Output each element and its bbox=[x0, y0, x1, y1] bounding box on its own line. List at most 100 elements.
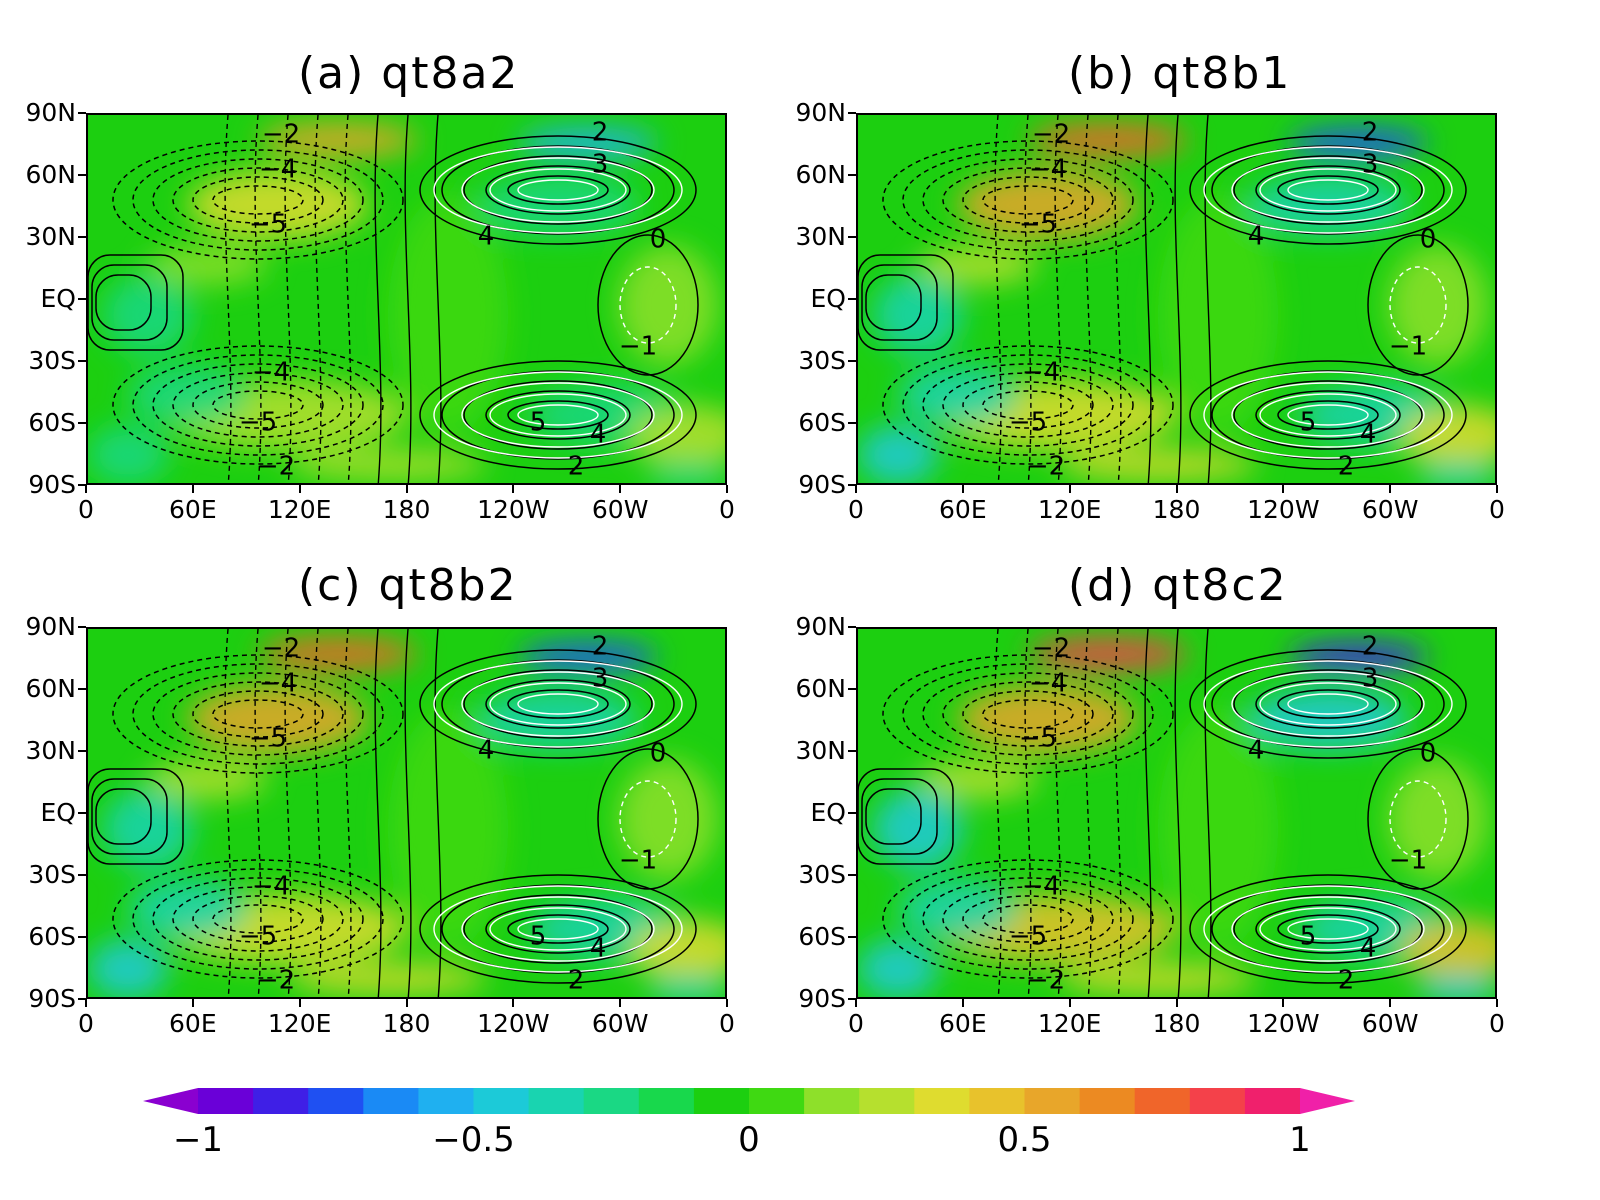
contour-negative bbox=[902, 868, 1154, 970]
contour-negative bbox=[132, 663, 384, 765]
lon-tick bbox=[405, 485, 408, 493]
lon-tick bbox=[1496, 485, 1498, 493]
shaded-field bbox=[88, 636, 725, 997]
lon-tick bbox=[1175, 999, 1178, 1007]
contour-negative bbox=[962, 690, 1094, 738]
contour-meridional bbox=[344, 629, 352, 997]
lat-tick bbox=[848, 360, 856, 362]
contour-positive bbox=[861, 778, 938, 855]
contour-label: −4 bbox=[1022, 358, 1060, 388]
contour-white bbox=[1203, 371, 1453, 459]
contour-negative bbox=[902, 149, 1154, 251]
contour-white bbox=[517, 179, 599, 201]
lon-tick-label: 60W bbox=[591, 1009, 649, 1038]
contour-positive bbox=[1189, 649, 1467, 759]
lat-tick bbox=[848, 750, 856, 752]
field-blob bbox=[1028, 636, 1188, 672]
lon-tick-label: 180 bbox=[382, 1009, 431, 1038]
lat-tick-label: 60N bbox=[795, 160, 846, 189]
lon-tick bbox=[1389, 485, 1392, 493]
lon-tick-label: 60E bbox=[169, 1009, 217, 1038]
contour-negative bbox=[112, 859, 404, 979]
contour-lines bbox=[88, 115, 699, 483]
contour-meridional bbox=[1174, 629, 1182, 997]
contour-meridional bbox=[374, 115, 382, 483]
contour-meridional bbox=[1054, 629, 1062, 997]
contour-meridional bbox=[434, 629, 442, 997]
map-panel-c: −2 2 3 −4 −5 4 0 −1 −4 −5 5 4 −2 2 bbox=[86, 627, 727, 999]
contour-label: 2 bbox=[1362, 632, 1379, 662]
lat-tick bbox=[78, 298, 86, 300]
contour-negative bbox=[192, 381, 324, 429]
lat-tick bbox=[78, 998, 86, 1000]
contour-label: 0 bbox=[1420, 739, 1437, 769]
contour-negative bbox=[902, 663, 1154, 765]
contour-positive bbox=[1211, 145, 1445, 235]
colorbar-swatch bbox=[1189, 1088, 1246, 1114]
contour-label: −4 bbox=[252, 358, 290, 388]
lat-tick-label: 30S bbox=[798, 346, 846, 375]
contour-meridional bbox=[1024, 115, 1032, 483]
lat-tick bbox=[78, 750, 86, 752]
contour-negative bbox=[942, 372, 1114, 438]
contour-positive bbox=[1277, 914, 1379, 944]
lat-tick-label: 90S bbox=[798, 470, 846, 499]
contour-negative bbox=[982, 904, 1074, 934]
contour-positive bbox=[507, 175, 609, 205]
contour-white bbox=[1203, 146, 1453, 234]
contour-positive bbox=[507, 400, 609, 430]
field-blob bbox=[188, 170, 368, 240]
lon-tick bbox=[619, 999, 622, 1007]
field-blob bbox=[288, 450, 488, 480]
contour-meridional bbox=[1114, 115, 1122, 483]
field-blob bbox=[1288, 641, 1428, 673]
contour-white bbox=[1259, 682, 1397, 726]
field-blob bbox=[388, 709, 508, 949]
contour-positive bbox=[88, 254, 184, 351]
contour-label: 3 bbox=[1362, 664, 1379, 694]
contour-white bbox=[1287, 404, 1369, 426]
field-blob bbox=[858, 425, 938, 483]
lat-tick-label: 90S bbox=[798, 984, 846, 1013]
contour-positive bbox=[1277, 400, 1379, 430]
contour-white bbox=[1287, 179, 1369, 201]
contour-negative bbox=[172, 681, 344, 747]
lon-tick-label: 120W bbox=[1247, 495, 1320, 524]
contour-negative bbox=[112, 345, 404, 465]
contour-label: −4 bbox=[252, 872, 290, 902]
contour-white bbox=[461, 671, 655, 737]
contour-label: −5 bbox=[249, 724, 287, 754]
lat-tick bbox=[78, 484, 86, 486]
colorbar-tick-label: 0 bbox=[738, 1120, 760, 1160]
contour-meridional bbox=[1144, 629, 1152, 997]
contour-meridional bbox=[254, 115, 262, 483]
lon-tick bbox=[855, 485, 857, 493]
lat-tick bbox=[78, 812, 86, 814]
contour-positive bbox=[95, 788, 152, 845]
lat-tick bbox=[848, 422, 856, 424]
colorbar-swatch bbox=[693, 1088, 750, 1114]
lon-tick bbox=[1068, 485, 1071, 493]
lon-tick-label: 180 bbox=[1152, 1009, 1201, 1038]
lat-tick bbox=[848, 874, 856, 876]
lon-tick-label: 180 bbox=[1152, 495, 1201, 524]
lon-tick-label: 0 bbox=[719, 495, 735, 524]
contour-label: −5 bbox=[239, 922, 277, 952]
contour-negative bbox=[962, 176, 1094, 224]
lon-tick-label: 60E bbox=[169, 495, 217, 524]
contour-negative bbox=[132, 149, 384, 251]
colorbar-tick-label: 0.5 bbox=[997, 1120, 1052, 1160]
contour-negative bbox=[882, 345, 1174, 465]
contour-positive bbox=[91, 264, 168, 341]
contour-lines bbox=[88, 629, 699, 997]
contour-positive bbox=[485, 679, 631, 729]
contour-positive bbox=[463, 894, 653, 964]
contour-label: −4 bbox=[1022, 872, 1060, 902]
lat-tick-label: 90S bbox=[28, 470, 76, 499]
lat-tick bbox=[848, 236, 856, 238]
lon-tick bbox=[1496, 999, 1498, 1007]
lat-tick-label: 30S bbox=[798, 860, 846, 889]
lat-tick-label: 90N bbox=[795, 612, 846, 641]
lat-tick bbox=[848, 998, 856, 1000]
lon-tick bbox=[1389, 999, 1392, 1007]
